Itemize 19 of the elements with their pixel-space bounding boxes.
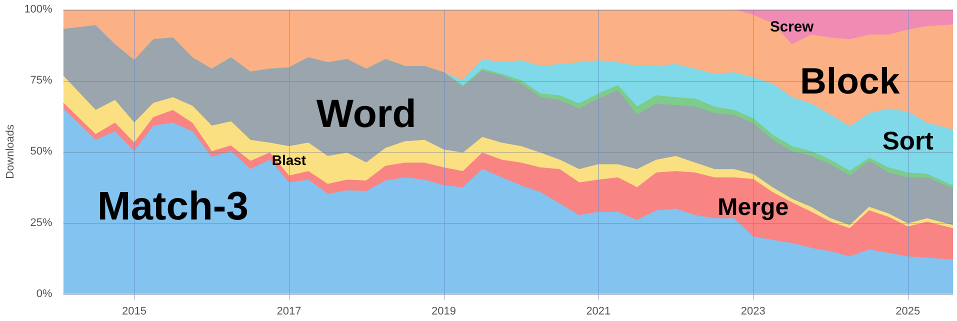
series-label: Merge bbox=[718, 194, 789, 221]
x-tick-label: 2023 bbox=[740, 305, 766, 318]
series-label: Screw bbox=[770, 19, 814, 36]
y-tick-label: 100% bbox=[24, 4, 53, 16]
series-label: Sort bbox=[882, 128, 934, 156]
x-tick-label: 2021 bbox=[586, 305, 611, 318]
y-tick-label: 25% bbox=[30, 216, 53, 229]
series-label: Blast bbox=[272, 152, 306, 168]
y-axis-title: Downloads bbox=[4, 124, 17, 179]
x-tick-label: 2019 bbox=[431, 305, 456, 318]
y-tick-label: 0% bbox=[36, 288, 53, 300]
series-label: Block bbox=[800, 60, 900, 102]
y-tick-label: 75% bbox=[30, 74, 53, 87]
x-tick-label: 2015 bbox=[122, 305, 146, 318]
series-label: Match-3 bbox=[97, 184, 248, 229]
y-tick-label: 50% bbox=[30, 146, 53, 158]
series-label: Word bbox=[316, 92, 416, 136]
x-tick-label: 2025 bbox=[896, 305, 920, 318]
x-tick-label: 2017 bbox=[276, 305, 302, 318]
